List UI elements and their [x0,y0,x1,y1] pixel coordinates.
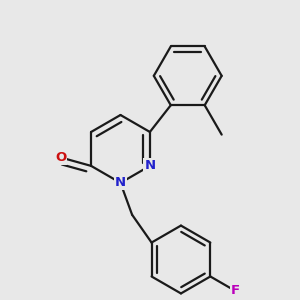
Text: F: F [231,284,240,297]
Text: O: O [55,151,66,164]
Text: N: N [115,176,126,189]
Text: N: N [144,159,155,172]
